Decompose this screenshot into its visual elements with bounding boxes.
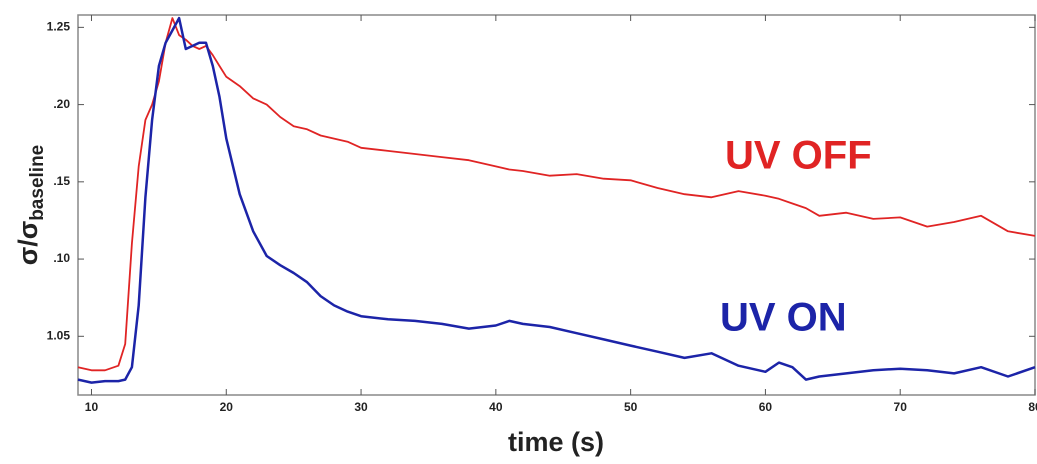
x-tick-label: 50	[624, 400, 638, 414]
y-tick-label: .10	[53, 251, 70, 265]
x-tick-label: 80	[1028, 400, 1037, 414]
y-tick-label: 1.05	[47, 328, 71, 342]
series-label: UV OFF	[725, 134, 872, 178]
y-tick-label: .20	[53, 97, 70, 111]
y-axis-label: σ/σbaseline	[13, 145, 48, 266]
x-tick-label: 10	[85, 400, 99, 414]
x-tick-label: 30	[354, 400, 368, 414]
x-tick-label: 20	[220, 400, 234, 414]
x-tick-label: 60	[759, 400, 773, 414]
x-tick-label: 40	[489, 400, 503, 414]
plot-frame	[77, 14, 1036, 396]
series-label: UV ON	[720, 296, 847, 340]
y-tick-label: .15	[53, 174, 70, 188]
x-axis-label: time (s)	[508, 427, 604, 457]
x-tick-label: 70	[894, 400, 908, 414]
y-axis-label-main: σ/σ	[13, 221, 43, 265]
series-line	[77, 16, 1036, 384]
y-tick-label: 1.25	[47, 20, 71, 34]
series-line	[77, 17, 1036, 372]
y-axis-label-sub: baseline	[27, 145, 48, 221]
